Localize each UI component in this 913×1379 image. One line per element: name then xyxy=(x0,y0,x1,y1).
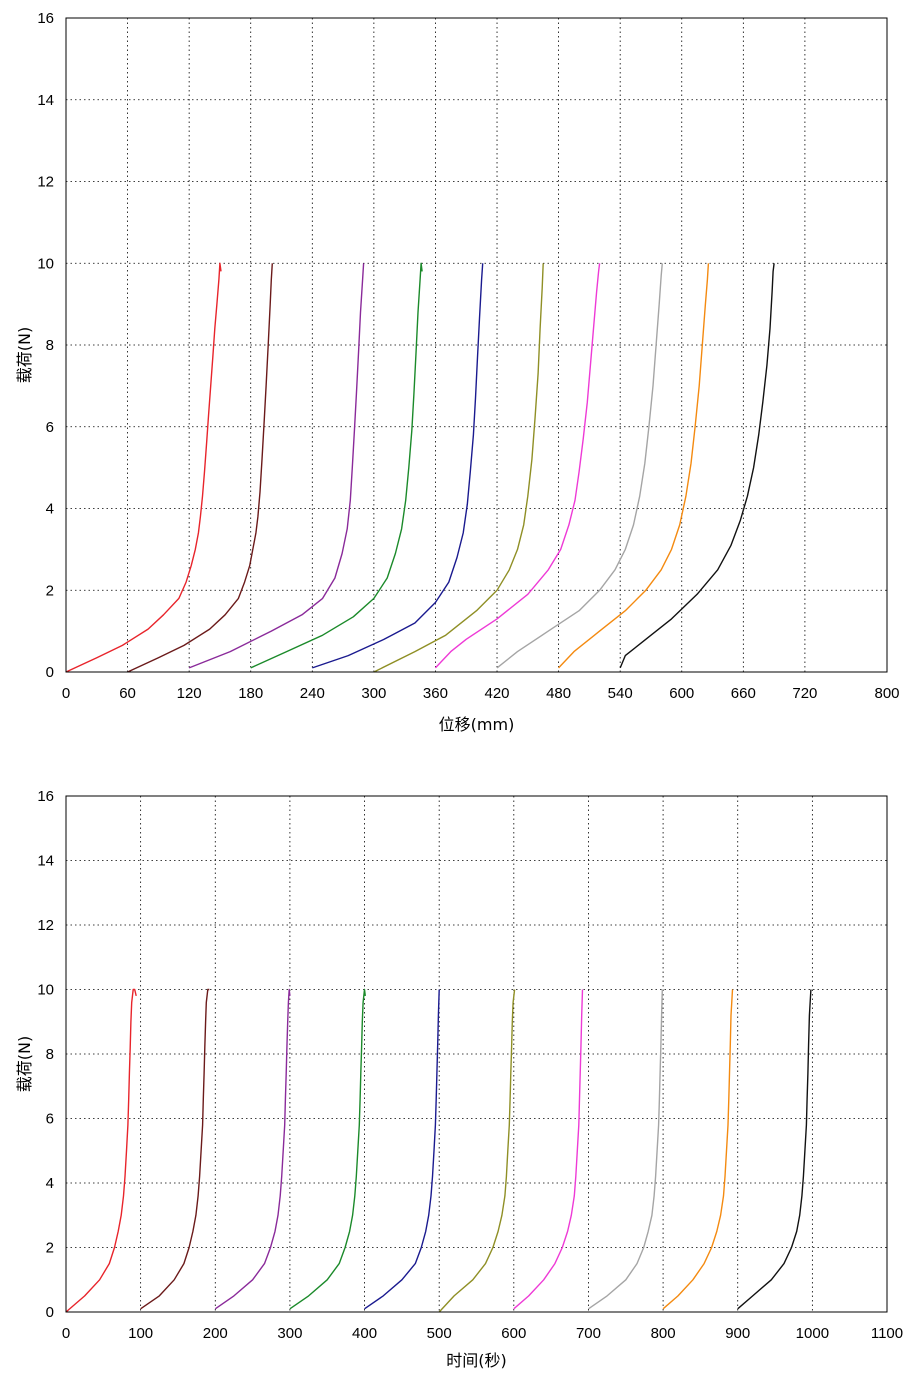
x-tick-label: 600 xyxy=(669,685,694,702)
x-tick-label: 0 xyxy=(62,1325,70,1342)
y-tick-label: 4 xyxy=(46,501,54,518)
x-tick-label: 60 xyxy=(119,685,136,702)
x-tick-label: 100 xyxy=(128,1325,153,1342)
x-tick-label: 600 xyxy=(501,1325,526,1342)
y-tick-label: 14 xyxy=(37,853,54,870)
x-axis-label: 位移(mm) xyxy=(439,715,515,734)
x-tick-label: 700 xyxy=(576,1325,601,1342)
series-line-4 xyxy=(250,262,423,669)
series-line-3 xyxy=(188,263,365,669)
y-tick-label: 12 xyxy=(37,174,54,191)
series-line-2 xyxy=(140,988,210,1310)
series-line-2 xyxy=(127,263,273,673)
y-tick-label: 6 xyxy=(46,419,54,436)
y-tick-labels: 0 2 4 6 8 10 12 14 16 xyxy=(37,788,54,1321)
x-tick-labels: 0 60 120 180 240 300 360 420 480 540 600 660 720 800 xyxy=(62,685,900,702)
x-tick-label: 300 xyxy=(277,1325,302,1342)
x-tick-label: 300 xyxy=(361,685,386,702)
y-tick-label: 16 xyxy=(37,788,54,805)
series-line-10 xyxy=(619,263,775,669)
series-line-9 xyxy=(662,989,734,1310)
series-line-5 xyxy=(364,989,440,1310)
y-tick-label: 2 xyxy=(46,582,54,599)
series-line-5 xyxy=(312,263,484,669)
x-tick-label: 0 xyxy=(62,685,70,702)
series-line-6 xyxy=(438,989,516,1313)
series-line-1 xyxy=(65,988,137,1313)
y-axis-label: 载荷(N) xyxy=(15,327,34,383)
x-tick-labels: 0 100 200 300 400 500 600 700 800 900 1000 1100 xyxy=(62,1325,903,1342)
x-tick-label: 400 xyxy=(352,1325,377,1342)
y-tick-label: 10 xyxy=(37,982,54,999)
series-line-8 xyxy=(588,989,663,1310)
curves xyxy=(65,988,812,1313)
y-tick-label: 6 xyxy=(46,1111,54,1128)
time-load-chart: 0 100 200 300 400 500 600 700 800 900 1000 1100 0 2 4… xyxy=(15,788,903,1370)
y-tick-label: 4 xyxy=(46,1175,54,1192)
series-line-1 xyxy=(65,262,222,673)
series-line-4 xyxy=(289,988,366,1310)
y-tick-label: 10 xyxy=(37,255,54,272)
grid xyxy=(65,795,888,1313)
x-tick-label: 800 xyxy=(651,1325,676,1342)
curves xyxy=(65,262,775,673)
x-axis-label: 时间(秒) xyxy=(446,1351,507,1370)
grid xyxy=(65,17,888,673)
series-line-10 xyxy=(737,989,812,1310)
x-tick-label: 180 xyxy=(238,685,263,702)
y-tick-label: 8 xyxy=(46,1046,54,1063)
x-tick-label: 120 xyxy=(177,685,202,702)
x-tick-label: 240 xyxy=(300,685,325,702)
series-line-7 xyxy=(434,263,601,669)
x-tick-label: 900 xyxy=(725,1325,750,1342)
y-tick-labels: 0 2 4 6 8 10 12 14 16 xyxy=(37,10,54,681)
y-tick-label: 8 xyxy=(46,337,54,354)
x-tick-label: 420 xyxy=(485,685,510,702)
x-tick-label: 480 xyxy=(546,685,571,702)
y-tick-label: 16 xyxy=(37,10,54,27)
series-line-9 xyxy=(558,263,710,669)
plot-area xyxy=(65,795,888,1313)
y-axis-label: 载荷(N) xyxy=(15,1036,34,1092)
plot-area xyxy=(65,17,888,673)
x-tick-label: 360 xyxy=(423,685,448,702)
x-tick-label: 1100 xyxy=(871,1325,903,1342)
x-tick-label: 1000 xyxy=(796,1325,829,1342)
y-tick-label: 0 xyxy=(46,1304,54,1321)
y-tick-label: 12 xyxy=(37,917,54,934)
series-line-6 xyxy=(373,263,544,673)
series-line-7 xyxy=(513,989,584,1310)
x-tick-label: 720 xyxy=(792,685,817,702)
y-tick-label: 14 xyxy=(37,92,54,109)
plot-frame xyxy=(65,17,888,673)
x-tick-label: 540 xyxy=(608,685,633,702)
y-tick-label: 0 xyxy=(46,664,54,681)
x-tick-label: 800 xyxy=(874,685,899,702)
y-tick-label: 2 xyxy=(46,1240,54,1257)
x-tick-label: 660 xyxy=(731,685,756,702)
series-line-8 xyxy=(496,263,663,669)
series-line-3 xyxy=(214,988,291,1310)
x-tick-label: 500 xyxy=(427,1325,452,1342)
plot-frame xyxy=(65,795,888,1313)
displacement-load-chart: 0 60 120 180 240 300 360 420 480 540 600 660 720 800 … xyxy=(15,10,900,734)
x-tick-label: 200 xyxy=(203,1325,228,1342)
